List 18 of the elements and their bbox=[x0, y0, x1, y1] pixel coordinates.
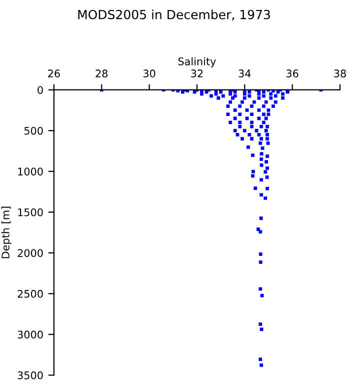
y-tick-label: 3500 bbox=[18, 371, 43, 380]
y-tick-label: 0 bbox=[38, 86, 43, 94]
y-tick-label: 500 bbox=[24, 126, 43, 135]
y-tick-label: 2000 bbox=[18, 249, 43, 257]
y-axis-title: Depth [m] bbox=[1, 206, 12, 258]
x-tick-label: 36 bbox=[286, 70, 298, 78]
y-tick-label: 2500 bbox=[18, 290, 43, 298]
chart-title: MODS2005 in December, 1973 bbox=[78, 10, 270, 21]
x-tick-label: 26 bbox=[48, 70, 60, 78]
x-axis-title: Salinity bbox=[178, 57, 216, 68]
x-tick-label: 32 bbox=[191, 70, 203, 78]
y-tick-label: 1500 bbox=[18, 208, 43, 216]
y-tick-label: 1000 bbox=[18, 168, 43, 176]
x-tick-label: 38 bbox=[334, 70, 346, 78]
x-tick-label: 28 bbox=[96, 70, 108, 78]
x-tick-label: 30 bbox=[143, 70, 156, 78]
y-tick-label: 3000 bbox=[18, 330, 43, 339]
x-tick-label: 34 bbox=[238, 70, 251, 78]
